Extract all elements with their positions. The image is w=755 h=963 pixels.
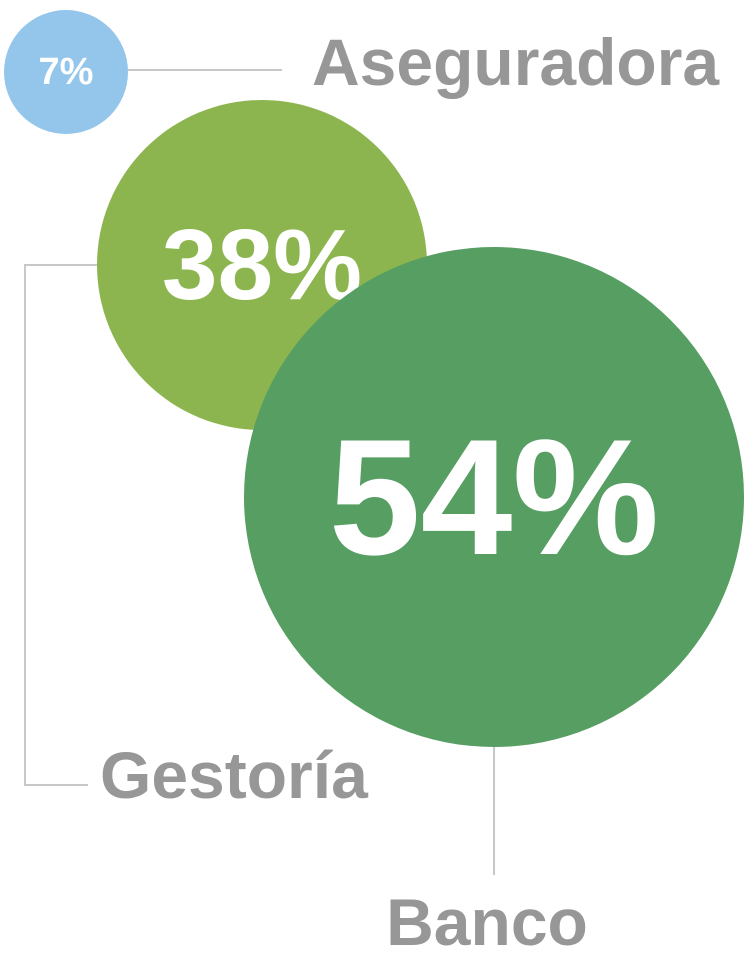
- value-label: 7%: [39, 51, 94, 93]
- category-label: Gestoría: [100, 738, 369, 812]
- value-label: 54%: [329, 405, 659, 589]
- category-label: Aseguradora: [312, 25, 720, 99]
- bubble: [244, 247, 744, 747]
- bubble: [4, 10, 128, 134]
- category-label: Banco: [386, 885, 588, 959]
- connector: [24, 264, 97, 786]
- value-label: 38%: [162, 209, 362, 321]
